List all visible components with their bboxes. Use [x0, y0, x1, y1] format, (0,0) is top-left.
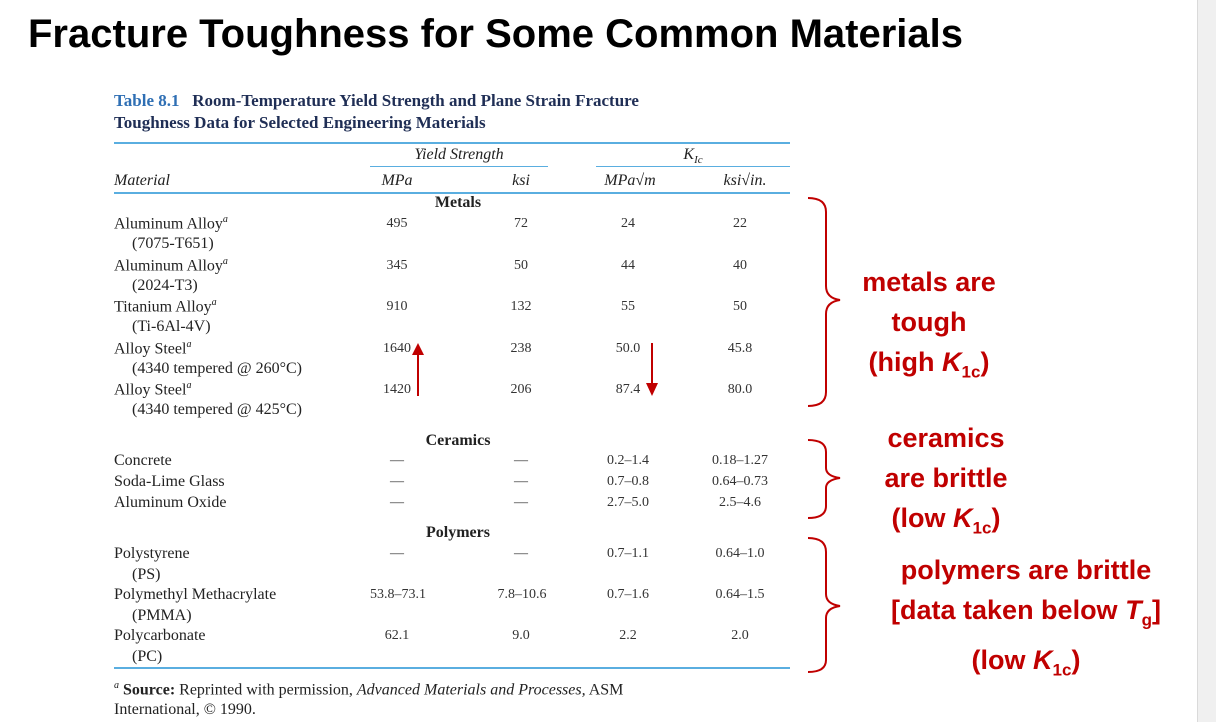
- caption-line1: Room-Temperature Yield Strength and Plan…: [192, 91, 639, 110]
- yield-mpa-value: —: [390, 495, 404, 510]
- slide-title: Fracture Toughness for Some Common Mater…: [28, 12, 963, 56]
- material-designation: (PC): [132, 648, 163, 665]
- kic-ksi-value: 0.64–0.73: [712, 474, 768, 489]
- material-name: Polymethyl Methacrylate: [114, 586, 277, 603]
- kic-mpa-value: 50.0: [615, 341, 641, 356]
- yield-mpa-value: 1640: [383, 341, 411, 356]
- mpa-sqrt-m-column-header: MPa√m: [604, 172, 656, 189]
- yield-mpa-value: 495: [386, 216, 408, 231]
- kic-ksi-value: 45.8: [727, 341, 753, 356]
- kic-mpa-value: 0.7–0.8: [607, 474, 649, 489]
- yield-ksi-value: —: [514, 474, 528, 489]
- material-column-header: Material: [114, 172, 170, 189]
- mpa-column-header: MPa: [381, 172, 413, 189]
- kic-mpa-value: 2.7–5.0: [607, 495, 649, 510]
- polymers-brace-icon: [807, 537, 841, 673]
- section-ceramics: Ceramics: [425, 432, 491, 449]
- yield-ksi-value: 72: [514, 216, 528, 231]
- ksi-sqrt-in-column-header: ksi√in.: [723, 172, 767, 189]
- material-name: Alloy Steela: [114, 380, 192, 399]
- yield-ksi-value: 50: [514, 258, 528, 273]
- metals-brace-icon: [807, 197, 841, 407]
- kic-ksi-value: 2.5–4.6: [719, 495, 761, 510]
- table-top-rule: [114, 142, 790, 144]
- caption-line2: Toughness Data for Selected Engineering …: [114, 113, 486, 132]
- kic-mpa-value: 87.4: [615, 382, 641, 397]
- material-name: Aluminum Oxide: [114, 494, 227, 511]
- material-name: Polycarbonate: [114, 627, 206, 644]
- yield-mpa-value: 62.1: [384, 628, 410, 643]
- material-name: Concrete: [114, 452, 172, 469]
- section-polymers: Polymers: [426, 524, 490, 541]
- kic-mpa-value: 0.7–1.1: [607, 546, 649, 561]
- kic-mpa-value: 55: [621, 299, 635, 314]
- table-footnote: a Source: Reprinted with permission, Adv…: [114, 680, 624, 719]
- material-name: Titanium Alloya: [114, 297, 217, 316]
- yield-mpa-value: —: [390, 453, 404, 468]
- material-designation: (PMMA): [132, 607, 192, 624]
- material-designation: (4340 tempered @ 425°C): [132, 401, 302, 418]
- yield-mpa-value: 53.8–73.1: [370, 587, 426, 602]
- table-number: Table 8.1: [114, 91, 180, 110]
- ceramics-brace-icon: [807, 439, 841, 519]
- down-arrow-icon: [646, 343, 658, 396]
- material-name: Aluminum Alloya: [114, 214, 228, 233]
- polymers-note: polymers are brittle [data taken below T…: [891, 555, 1161, 680]
- section-metals: Metals: [434, 194, 482, 211]
- material-designation: (7075-T651): [132, 235, 214, 252]
- yield-ksi-value: 9.0: [512, 628, 530, 643]
- material-name: Alloy Steela: [114, 339, 192, 358]
- table-bottom-rule: [114, 667, 790, 669]
- material-name: Polystyrene: [114, 545, 190, 562]
- kic-mpa-value: 0.7–1.6: [607, 587, 649, 602]
- kic-mpa-value: 24: [621, 216, 635, 231]
- kic-ksi-value: 2.0: [731, 628, 749, 643]
- kic-mpa-value: 44: [621, 258, 635, 273]
- kic-group-rule: [596, 166, 790, 167]
- kic-ksi-value: 0.18–1.27: [712, 453, 768, 468]
- kic-ksi-value: 40: [733, 258, 747, 273]
- material-name: Soda-Lime Glass: [114, 473, 225, 490]
- kic-ksi-value: 50: [733, 299, 747, 314]
- kic-ksi-value: 0.64–1.5: [715, 587, 765, 602]
- kic-ksi-value: 22: [733, 216, 747, 231]
- material-designation: (2024-T3): [132, 277, 198, 294]
- yield-ksi-value: —: [514, 495, 528, 510]
- yield-group-rule: [370, 166, 548, 167]
- yield-ksi-value: 7.8–10.6: [497, 587, 547, 602]
- material-designation: (4340 tempered @ 260°C): [132, 360, 302, 377]
- kic-mpa-value: 0.2–1.4: [607, 453, 649, 468]
- yield-ksi-value: 206: [510, 382, 532, 397]
- up-arrow-icon: [412, 343, 424, 396]
- yield-mpa-value: —: [390, 546, 404, 561]
- kic-ksi-value: 80.0: [727, 382, 753, 397]
- material-name: Aluminum Alloya: [114, 256, 228, 275]
- yield-ksi-value: 132: [510, 299, 532, 314]
- yield-mpa-value: 345: [386, 258, 408, 273]
- yield-mpa-value: 910: [386, 299, 408, 314]
- yield-ksi-value: 238: [510, 341, 532, 356]
- table-caption: Table 8.1 Room-Temperature Yield Strengt…: [114, 90, 639, 134]
- yield-mpa-value: —: [390, 474, 404, 489]
- material-designation: (PS): [132, 566, 161, 583]
- header-bottom-rule: [114, 192, 790, 194]
- material-designation: (Ti-6Al-4V): [132, 318, 211, 335]
- yield-mpa-value: 1420: [383, 382, 411, 397]
- yield-ksi-value: —: [514, 546, 528, 561]
- kic-header: KIc: [683, 146, 703, 167]
- vertical-scrollbar[interactable]: [1197, 0, 1216, 722]
- yield-ksi-value: —: [514, 453, 528, 468]
- metals-note: metals are tough (high K1c): [862, 267, 996, 382]
- ceramics-note: ceramics are brittle (low K1c): [884, 423, 1008, 538]
- ksi-column-header: ksi: [512, 172, 530, 189]
- kic-mpa-value: 2.2: [619, 628, 637, 643]
- kic-ksi-value: 0.64–1.0: [715, 546, 765, 561]
- yield-strength-header: Yield Strength: [414, 146, 504, 163]
